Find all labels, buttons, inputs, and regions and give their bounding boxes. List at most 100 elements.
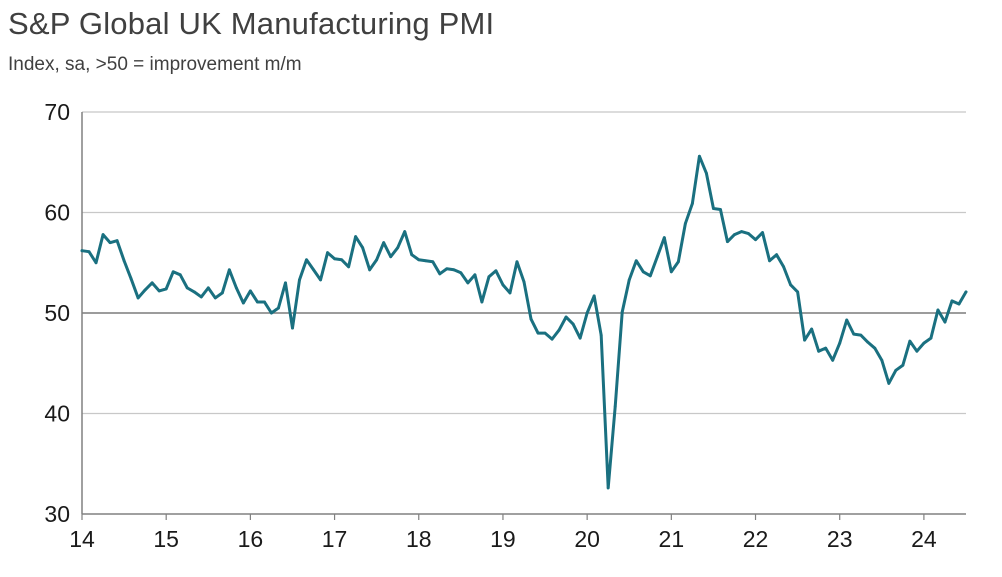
data-point-2019-07 bbox=[543, 331, 547, 335]
data-point-2014-07 bbox=[122, 259, 126, 263]
data-point-2018-03 bbox=[431, 260, 435, 264]
data-point-2015-05 bbox=[192, 290, 196, 294]
data-point-2018-11 bbox=[487, 275, 491, 279]
data-point-2014-08 bbox=[129, 277, 133, 281]
data-point-2019-01 bbox=[501, 283, 505, 287]
data-point-2023-12 bbox=[915, 349, 919, 353]
data-point-2024-02 bbox=[929, 336, 933, 340]
data-point-2021-12 bbox=[747, 232, 750, 236]
data-point-2020-12 bbox=[662, 236, 666, 240]
x-tick-label-19: 19 bbox=[490, 526, 516, 552]
data-point-2017-12 bbox=[410, 253, 414, 257]
x-tick-label-17: 17 bbox=[322, 526, 348, 552]
x-tick-label-14: 14 bbox=[69, 526, 95, 552]
data-point-2023-10 bbox=[901, 363, 905, 367]
data-point-2017-08 bbox=[382, 241, 386, 245]
data-point-2021-10 bbox=[733, 233, 736, 237]
y-tick-label-40: 40 bbox=[44, 401, 70, 427]
data-point-2023-09 bbox=[894, 368, 898, 372]
data-point-2014-05 bbox=[108, 241, 112, 245]
data-point-2018-09 bbox=[473, 273, 477, 277]
data-point-2017-10 bbox=[396, 246, 400, 250]
data-point-2015-11 bbox=[234, 286, 238, 290]
data-point-2014-09 bbox=[136, 296, 140, 300]
data-point-2015-06 bbox=[199, 295, 203, 299]
data-point-2018-07 bbox=[459, 271, 463, 275]
x-tick-label-24: 24 bbox=[911, 526, 937, 552]
data-point-2014-12 bbox=[157, 289, 161, 293]
data-point-2018-02 bbox=[424, 259, 428, 263]
y-tick-label-70: 70 bbox=[44, 99, 70, 125]
y-tick-label-50: 50 bbox=[44, 300, 70, 326]
data-point-2014-03 bbox=[94, 261, 98, 265]
data-point-2019-08 bbox=[550, 337, 554, 341]
data-point-2022-11 bbox=[824, 346, 828, 350]
data-point-2016-08 bbox=[298, 278, 301, 282]
data-point-2020-07 bbox=[627, 278, 631, 282]
data-point-2022-10 bbox=[817, 349, 821, 353]
x-tick-label-23: 23 bbox=[827, 526, 853, 552]
data-point-2023-01 bbox=[838, 341, 842, 345]
data-point-2015-10 bbox=[227, 268, 231, 272]
data-point-2017-09 bbox=[389, 255, 393, 259]
data-point-2020-04 bbox=[606, 486, 610, 490]
data-point-2017-02 bbox=[340, 258, 343, 262]
chart-subtitle: Index, sa, >50 = improvement m/m bbox=[8, 54, 302, 75]
data-point-2021-03 bbox=[683, 222, 687, 225]
data-point-2016-05 bbox=[277, 306, 280, 310]
data-point-2016-09 bbox=[305, 258, 308, 262]
data-point-2014-11 bbox=[150, 281, 154, 285]
data-point-2018-06 bbox=[452, 268, 456, 272]
data-point-2018-12 bbox=[494, 269, 498, 273]
x-tick-label-20: 20 bbox=[574, 526, 600, 552]
x-tick-label-21: 21 bbox=[659, 526, 685, 552]
data-point-2021-07 bbox=[712, 207, 715, 210]
data-point-2020-05 bbox=[613, 405, 617, 408]
data-point-2021-01 bbox=[669, 270, 673, 274]
data-point-2022-09 bbox=[810, 327, 814, 331]
data-point-2016-04 bbox=[270, 311, 273, 315]
data-point-2016-03 bbox=[263, 300, 266, 304]
data-point-2021-06 bbox=[705, 171, 708, 175]
data-point-2018-05 bbox=[445, 267, 449, 271]
data-point-2018-10 bbox=[480, 300, 484, 304]
data-point-2021-08 bbox=[719, 208, 722, 211]
data-point-2019-11 bbox=[571, 322, 575, 326]
data-point-2017-07 bbox=[375, 258, 379, 262]
data-point-2023-03 bbox=[852, 332, 856, 336]
data-point-2020-03 bbox=[599, 333, 603, 337]
data-point-2022-03 bbox=[768, 259, 771, 263]
data-point-2022-01 bbox=[754, 238, 757, 242]
data-point-2023-08 bbox=[887, 381, 891, 385]
data-point-2015-01 bbox=[164, 287, 168, 291]
data-point-2017-03 bbox=[347, 265, 350, 269]
data-point-2020-10 bbox=[648, 274, 652, 278]
data-point-2019-05 bbox=[529, 317, 533, 321]
data-point-2024-06 bbox=[957, 302, 961, 306]
data-point-2016-07 bbox=[291, 326, 294, 330]
data-point-2015-12 bbox=[241, 301, 245, 305]
data-point-2020-11 bbox=[655, 255, 659, 259]
data-point-2016-11 bbox=[319, 278, 322, 282]
data-point-2017-05 bbox=[361, 246, 365, 250]
data-point-2014-10 bbox=[143, 288, 147, 292]
data-point-2022-07 bbox=[796, 290, 800, 294]
data-point-2018-08 bbox=[466, 281, 470, 285]
x-tick-label-15: 15 bbox=[153, 526, 179, 552]
data-point-2023-04 bbox=[859, 333, 863, 337]
data-point-2022-06 bbox=[789, 283, 792, 287]
data-point-2019-02 bbox=[508, 291, 512, 295]
data-point-2016-06 bbox=[284, 281, 287, 285]
y-axis: 30 40 50 60 70 bbox=[44, 99, 70, 527]
x-tick-label-18: 18 bbox=[406, 526, 432, 552]
data-point-2020-09 bbox=[641, 270, 645, 274]
data-point-2022-05 bbox=[782, 265, 785, 269]
chart-title: S&P Global UK Manufacturing PMI bbox=[8, 6, 495, 41]
data-point-2019-04 bbox=[522, 280, 526, 284]
data-point-2020-08 bbox=[634, 259, 638, 263]
x-tick-label-16: 16 bbox=[238, 526, 264, 552]
data-point-2024-07 bbox=[964, 290, 968, 294]
data-point-2023-11 bbox=[908, 339, 912, 343]
data-point-2017-04 bbox=[354, 235, 358, 239]
